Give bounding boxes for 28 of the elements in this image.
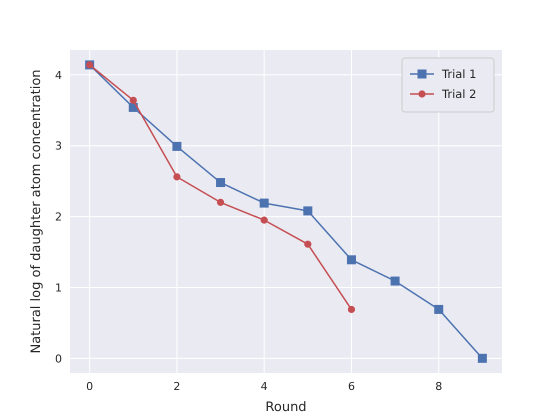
y-tick-label: 1: [55, 281, 62, 294]
y-tick-label: 3: [55, 140, 62, 153]
x-tick-label: 0: [86, 380, 94, 393]
legend-label: Trial 2: [441, 87, 476, 101]
x-tick-label: 4: [260, 380, 268, 393]
point: [478, 354, 487, 363]
point: [346, 255, 356, 264]
point: [390, 276, 400, 286]
point: [434, 304, 444, 314]
point: [173, 173, 181, 180]
y-tick-label: 0: [55, 352, 62, 366]
point: [130, 96, 137, 104]
y-tick-label: 2: [55, 210, 62, 224]
point: [304, 240, 312, 248]
point: [260, 198, 269, 208]
x-tick-label: 6: [348, 380, 355, 393]
point: [348, 306, 356, 314]
legend-label: Trial 1: [441, 67, 476, 81]
point: [260, 216, 268, 224]
point: [216, 198, 224, 206]
y-tick-label: 4: [55, 68, 62, 82]
point: [172, 142, 182, 151]
x-axis-title: Round: [265, 400, 307, 415]
point: [216, 178, 226, 188]
y-axis-title: Natural log of daughter atom concentration: [29, 69, 44, 354]
x-tick-label: 2: [173, 380, 180, 393]
x-tick-label: 8: [435, 380, 442, 393]
point: [303, 206, 312, 216]
